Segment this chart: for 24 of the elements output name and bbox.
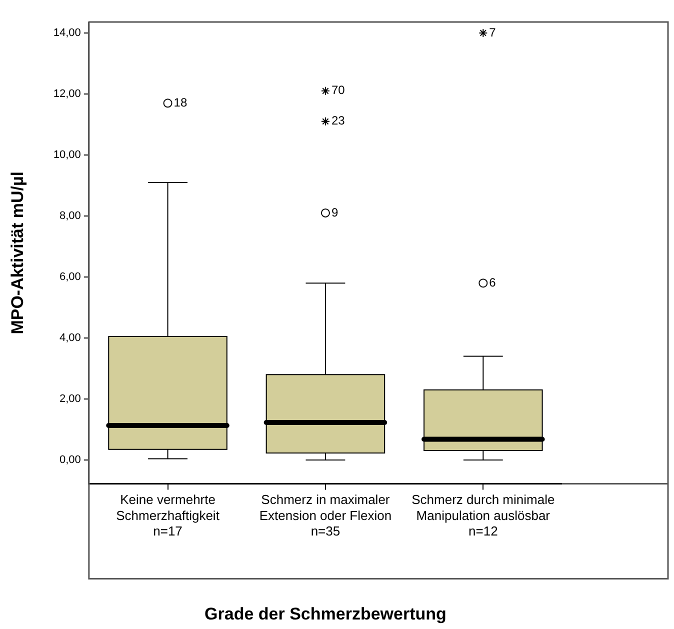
y-tick-label: 10,00 (53, 149, 81, 162)
point (478, 278, 488, 288)
annotation: 6 (489, 275, 496, 290)
annotation: 9 (331, 205, 338, 220)
y-tick-label: 12,00 (53, 88, 81, 100)
point (163, 98, 172, 108)
x-tick-label: Schmerz durch minimale Manipulation auslösbar n=12 (412, 492, 555, 538)
annotation: 23 (331, 114, 346, 128)
annotation: 18 (174, 95, 188, 110)
point (320, 116, 330, 126)
y-tick-label: 14,00 (53, 27, 81, 40)
y-tick-label: 0,00 (60, 454, 81, 466)
point (478, 28, 488, 38)
y-axis-title: MPO-Aktivität mU/µl (8, 171, 27, 334)
y-tick-label: 2,00 (60, 393, 81, 406)
x-tick-label: Keine vermehrte Schmerzhaftigkeit n=17 (116, 492, 220, 538)
x-axis-title: Grade der Schmerzbewertung (204, 604, 446, 624)
y-tick-label: 4,00 (60, 332, 81, 344)
annotation: 70 (331, 83, 346, 98)
y-tick-label: 8,00 (60, 210, 81, 222)
annotation: 7 (489, 25, 496, 40)
x-tick-label: Schmerz in maximaler Extension oder Flexion n=35 (259, 492, 392, 538)
point (320, 208, 330, 218)
y-tick-label: 6,00 (60, 271, 81, 284)
